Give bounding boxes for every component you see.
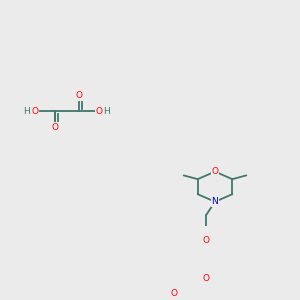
Text: O: O xyxy=(32,107,38,116)
Text: O: O xyxy=(170,290,177,298)
Text: O: O xyxy=(76,91,82,100)
Text: H: H xyxy=(103,107,110,116)
Text: O: O xyxy=(202,274,209,283)
Text: O: O xyxy=(202,236,209,245)
Text: O: O xyxy=(212,167,218,176)
Text: H: H xyxy=(24,107,30,116)
Text: O: O xyxy=(95,107,103,116)
Text: O: O xyxy=(52,123,58,132)
Text: N: N xyxy=(212,197,218,206)
